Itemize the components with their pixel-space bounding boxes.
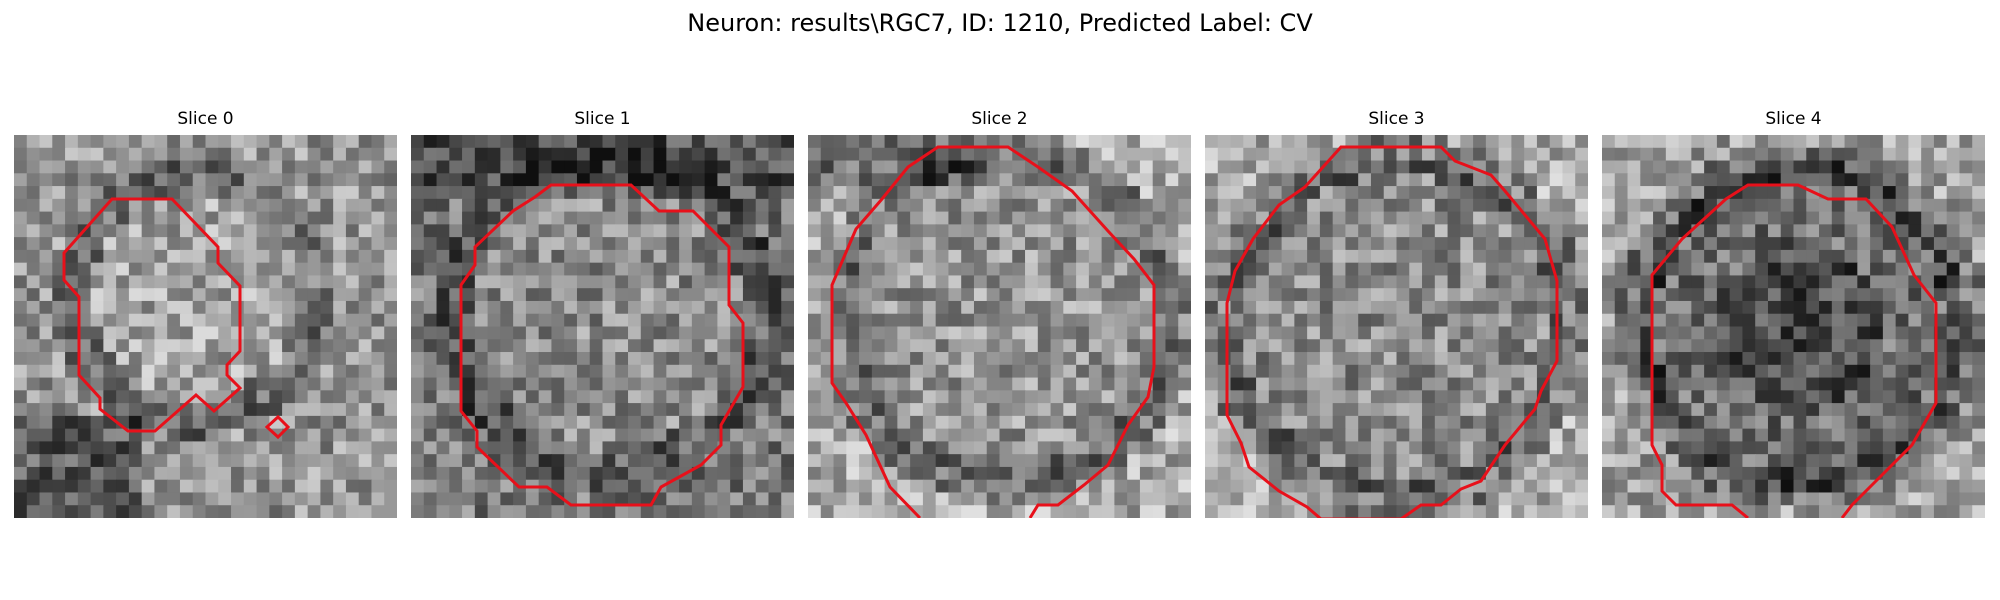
slice-title: Slice 1	[574, 109, 631, 129]
slice-panel-0: Slice 0	[14, 104, 397, 532]
slice-title: Slice 4	[1765, 109, 1822, 129]
slice-panel-1: Slice 1	[411, 104, 794, 532]
segmentation-contour	[1650, 183, 1938, 518]
segmentation-contour	[830, 145, 1156, 518]
slice-image	[1205, 135, 1588, 518]
segmentation-contour-small	[264, 414, 291, 440]
slice-panel-4: Slice 4	[1602, 104, 1985, 532]
segmentation-contour	[1225, 145, 1559, 518]
slice-title: Slice 2	[971, 109, 1028, 129]
figure-title: Neuron: results\RGC7, ID: 1210, Predicte…	[687, 9, 1313, 37]
slice-image	[1602, 135, 1985, 518]
segmentation-contour	[459, 183, 745, 507]
slice-panel-3: Slice 3	[1205, 104, 1588, 532]
slice-image	[808, 135, 1191, 518]
slice-image	[411, 135, 794, 518]
segmentation-contour	[62, 197, 243, 433]
slice-image	[14, 135, 397, 518]
slice-title: Slice 0	[177, 109, 234, 129]
slice-panel-2: Slice 2	[808, 104, 1191, 532]
slice-title: Slice 3	[1368, 109, 1425, 129]
